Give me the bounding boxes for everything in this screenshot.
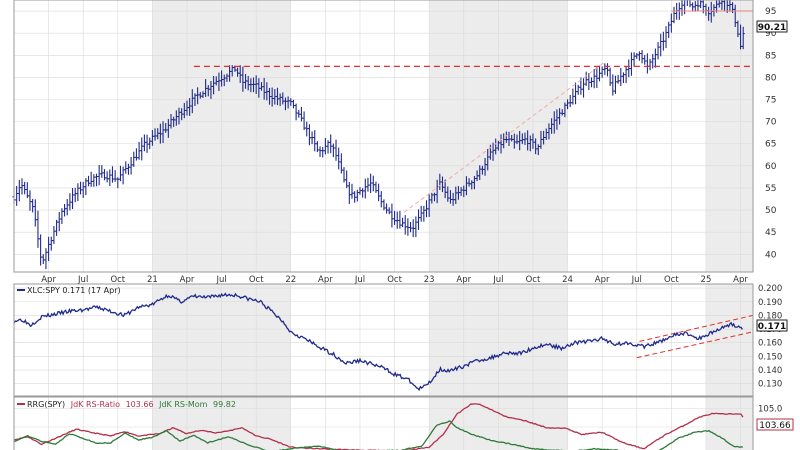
price-y-tick: 40 [765, 250, 777, 260]
x-tick-label: Oct [664, 275, 679, 285]
x-tick-label: Oct [249, 275, 264, 285]
shaded-year [705, 0, 753, 272]
price-y-tick: 45 [765, 228, 776, 238]
channel-lower-line [636, 331, 754, 359]
x-tick-label: 25 [701, 275, 712, 285]
ratio-y-tick: 0.190 [758, 298, 782, 308]
ratio-y-tick: 0.200 [758, 284, 782, 294]
x-tick-label: 21 [147, 275, 158, 285]
x-tick-label: Apr [318, 275, 333, 285]
price-y-tick: 90 [765, 29, 777, 39]
x-tick-label: Apr [180, 275, 195, 285]
ratio-y-tick: 0.150 [758, 352, 782, 362]
x-tick-label: Jul [631, 275, 642, 285]
price-last-label: 90.21 [758, 23, 786, 33]
x-tick-label: Apr [456, 275, 471, 285]
rrg-mom-value: 99.82 [213, 400, 236, 409]
ratio-panel: 0.1300.1400.1500.1600.1700.1800.1900.200… [13, 283, 788, 397]
ratio-last-badge: 0.171 [756, 319, 788, 332]
rrg-title: RRG(SPY) JdK RS-Ratio 103.66 JdK RS-Mom … [27, 400, 236, 409]
rrg-panel: 102.5105.0 RRG(SPY) JdK RS-Ratio 103.66 … [13, 396, 794, 450]
x-tick-label: Apr [595, 275, 610, 285]
price-y-tick: 85 [765, 51, 776, 61]
x-tick-label: 22 [285, 275, 296, 285]
price-y-tick: 60 [765, 162, 777, 172]
rrg-last-badge: 103.66 [756, 418, 794, 431]
rrg-title-name: RRG(SPY) [27, 400, 65, 409]
price-y-tick: 70 [765, 118, 777, 128]
rrg-legend: RRG(SPY) JdK RS-Ratio 103.66 JdK RS-Mom … [17, 400, 236, 409]
x-tick-label: 23 [424, 275, 435, 285]
channel-upper-line [639, 314, 754, 342]
x-tick-label: Apr [41, 275, 56, 285]
ratio-y-tick: 0.130 [758, 380, 782, 390]
x-tick-label: Apr [733, 275, 748, 285]
rrg-ratio-name: JdK RS-Ratio [70, 400, 120, 409]
price-y-tick: 75 [765, 96, 776, 106]
rrg-mom-name: JdK RS-Mom [158, 400, 208, 409]
x-tick-label: Jul [77, 275, 88, 285]
ratio-y-tick: 0.140 [758, 366, 782, 376]
rrg-ratio-line [13, 403, 744, 450]
x-tick-label: 24 [562, 275, 573, 285]
price-y-tick: 55 [765, 184, 776, 194]
ratio-legend: XLC:SPY 0.171 (17 Apr) [17, 286, 121, 295]
rrg-y-tick: 105.0 [758, 404, 782, 414]
price-y-tick: 95 [765, 7, 776, 17]
rrg-last-label: 103.66 [759, 421, 791, 431]
price-y-tick: 80 [765, 73, 777, 83]
x-tick-label: Oct [387, 275, 402, 285]
price-y-tick: 50 [765, 206, 777, 216]
x-tick-label: Jul [215, 275, 226, 285]
shaded-year [705, 397, 753, 450]
x-tick-label: Oct [110, 275, 125, 285]
rrg-ratio-value: 103.66 [126, 400, 154, 409]
ratio-line [13, 292, 743, 392]
price-y-tick: 65 [765, 140, 776, 150]
ratio-last-label: 0.171 [758, 322, 786, 332]
ratio-y-tick: 0.180 [758, 311, 782, 321]
ratio-y-tick: 0.160 [758, 339, 782, 349]
x-tick-label: Jul [354, 275, 365, 285]
price-last-badge: 90.21 [756, 20, 788, 33]
ratio-title: XLC:SPY 0.171 (17 Apr) [27, 286, 121, 295]
x-tick-label: Jul [492, 275, 503, 285]
shaded-year [705, 284, 753, 396]
x-tick-label: Oct [526, 275, 541, 285]
price-panel: 40 45 50 55 60 65 70 75 80 85 90 95 Apr Jul Oct 21 Apr J… [12, 0, 788, 285]
rrg-momentum-line [13, 420, 744, 450]
